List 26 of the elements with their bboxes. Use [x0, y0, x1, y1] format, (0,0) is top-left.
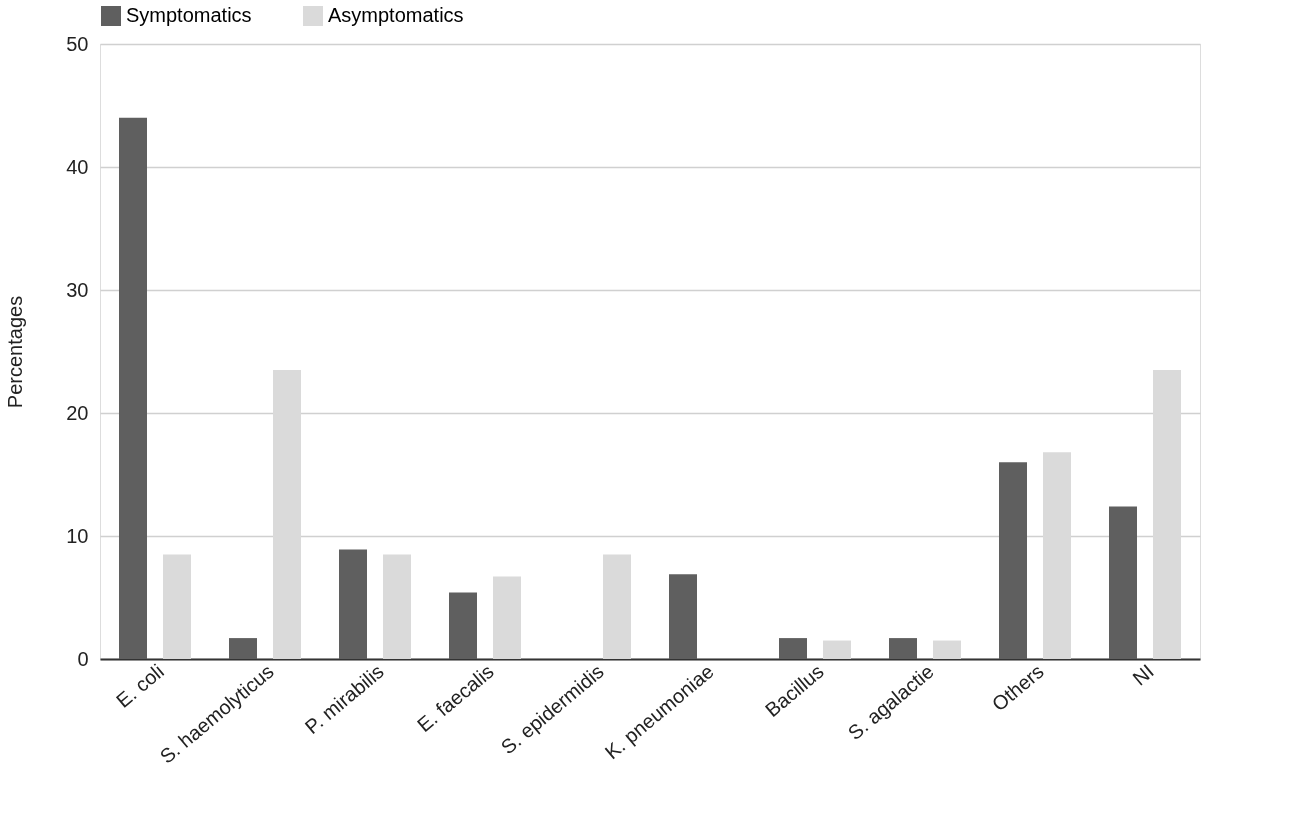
bar — [889, 638, 917, 659]
bar — [383, 554, 411, 659]
bar — [823, 640, 851, 659]
x-tick-label: E. coli — [111, 659, 168, 712]
y-tick-label: 30 — [66, 278, 89, 301]
bar — [493, 576, 521, 659]
bar — [669, 574, 697, 659]
bar — [119, 117, 147, 659]
bar — [779, 638, 807, 659]
x-tick-label: NI — [1128, 659, 1158, 690]
bar — [933, 640, 961, 659]
bar — [999, 462, 1027, 659]
y-tick-label: 40 — [66, 155, 89, 178]
bar — [449, 592, 477, 659]
legend-label: Symptomatics — [126, 4, 252, 26]
y-tick-label: 0 — [77, 647, 89, 670]
y-tick-label: 20 — [66, 401, 89, 424]
bar — [1109, 506, 1137, 659]
bar — [163, 554, 191, 659]
y-tick-label: 50 — [66, 32, 89, 55]
bar — [603, 554, 631, 659]
bar — [229, 638, 257, 659]
y-tick-label: 10 — [66, 524, 89, 547]
legend-label: Asymptomatics — [328, 4, 464, 26]
bar — [339, 549, 367, 659]
y-axis-title: Percentages — [4, 295, 27, 409]
